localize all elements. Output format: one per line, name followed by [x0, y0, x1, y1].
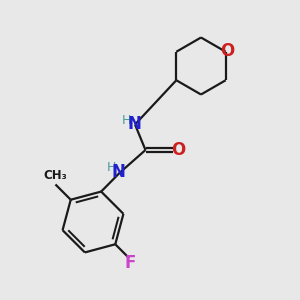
Text: H: H: [106, 160, 116, 174]
Text: H: H: [122, 113, 131, 127]
Text: N: N: [128, 115, 141, 133]
Text: O: O: [220, 42, 234, 60]
Text: O: O: [171, 141, 185, 159]
Text: CH₃: CH₃: [44, 169, 67, 182]
Text: F: F: [125, 254, 136, 272]
Text: N: N: [112, 163, 126, 181]
